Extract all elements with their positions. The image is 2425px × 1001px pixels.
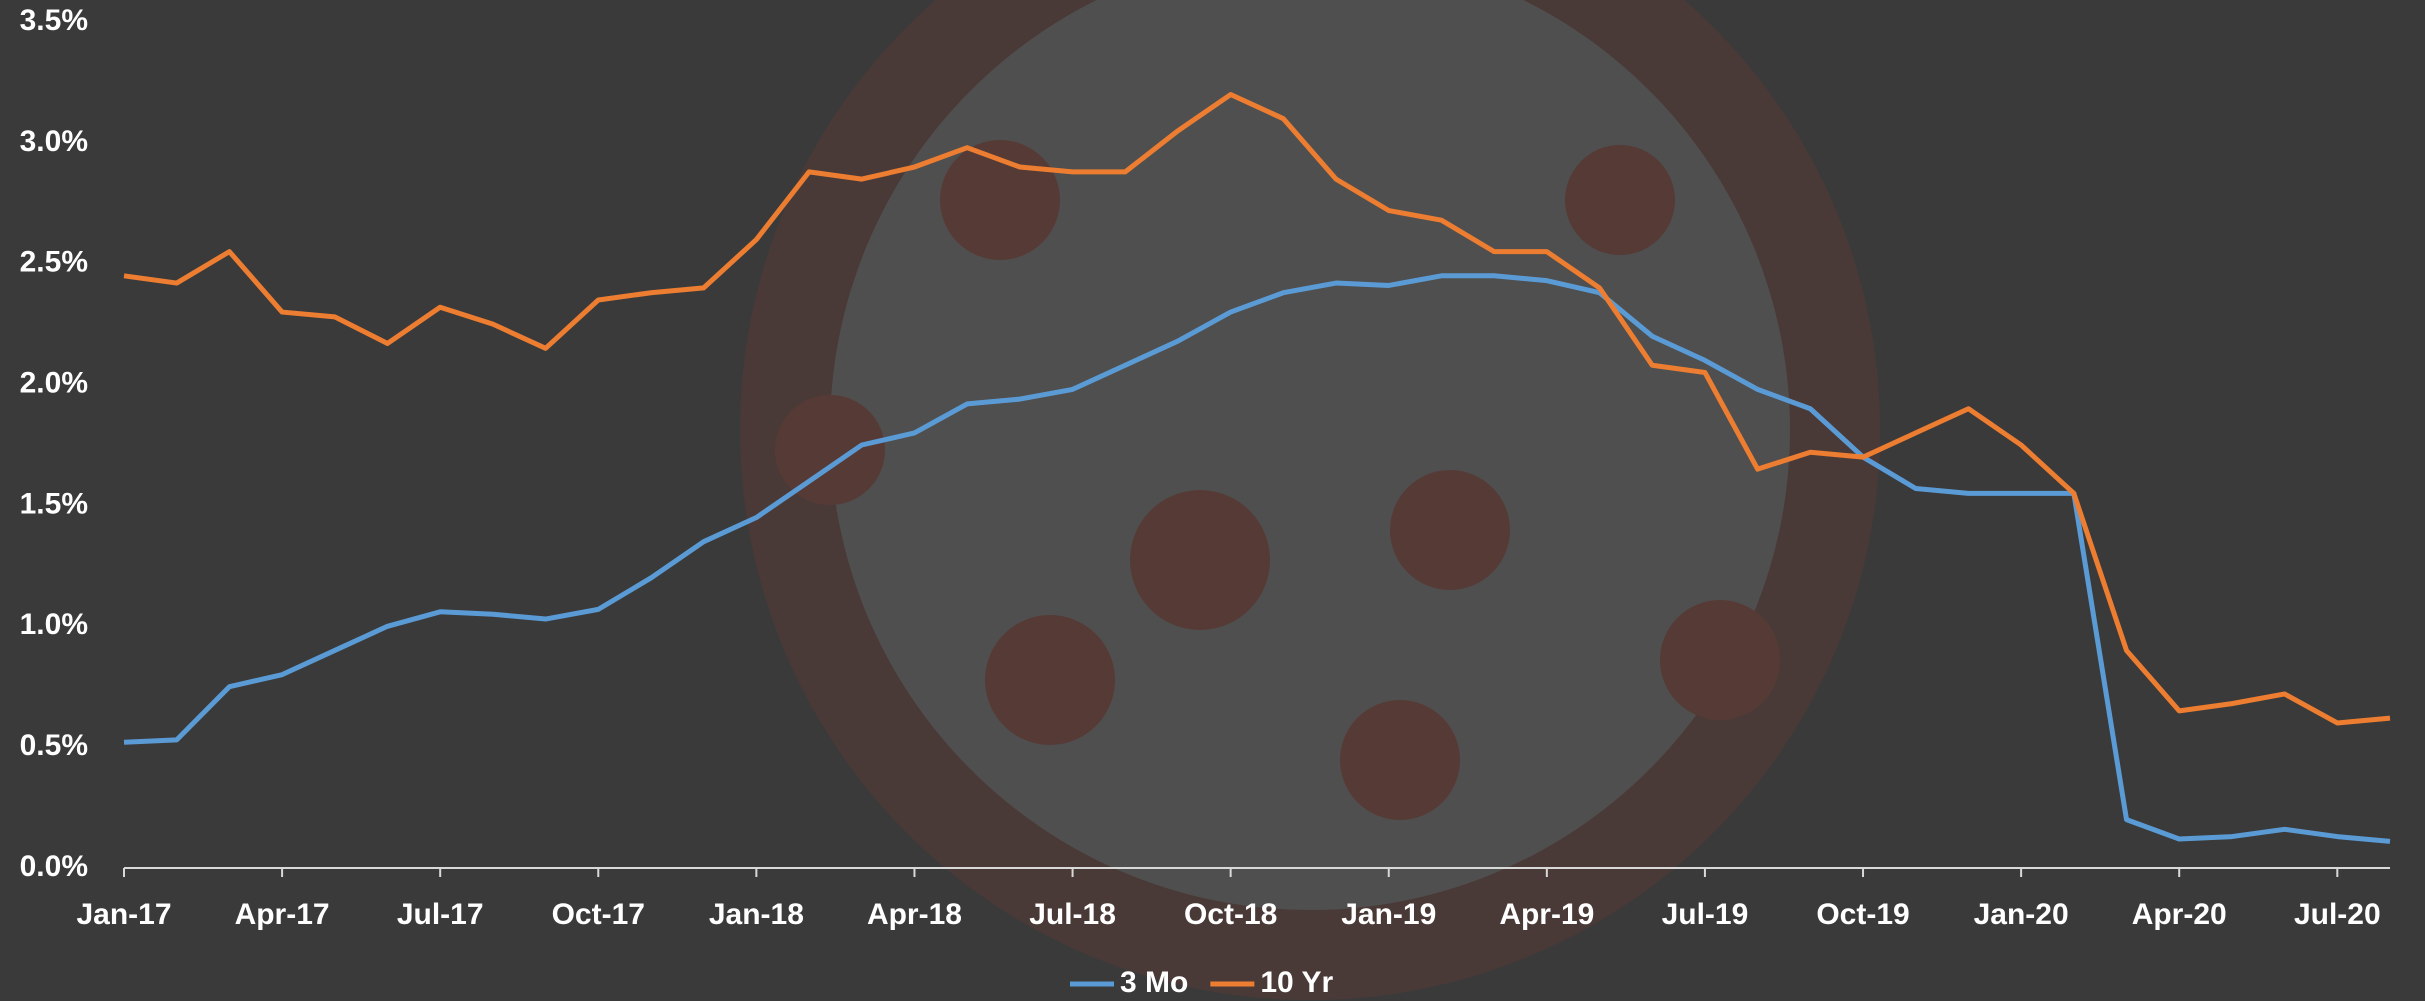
legend-label: 10 Yr: [1260, 966, 1333, 999]
x-tick-label: Jan-19: [1341, 898, 1436, 931]
x-tick-label: Oct-18: [1184, 898, 1277, 931]
chart: 0.0% 0.5% 1.0% 1.5% 2.0% 2.5% 3.0% 3.5% Jan-17 Ap…: [0, 0, 2425, 1001]
y-tick-label: 0.5%: [20, 729, 88, 762]
x-tick-label: Jul-18: [1029, 898, 1116, 931]
y-tick-label: 2.0%: [20, 366, 88, 399]
y-tick-label: 0.0%: [20, 850, 88, 883]
x-tick-label: Apr-19: [1499, 898, 1594, 931]
x-tick-label: Jul-19: [1662, 898, 1749, 931]
x-tick-label: Jan-18: [709, 898, 804, 931]
y-tick-label: 1.0%: [20, 608, 88, 641]
y-tick-label: 2.5%: [20, 246, 88, 279]
x-tick-label: Oct-17: [552, 898, 645, 931]
x-tick-label: Apr-18: [867, 898, 962, 931]
x-tick-label: Jul-17: [397, 898, 484, 931]
x-tick-label: Jul-20: [2294, 898, 2381, 931]
legend-label: 3 Mo: [1120, 966, 1188, 999]
x-tick-label: Jan-17: [76, 898, 171, 931]
x-tick-label: Jan-20: [1974, 898, 2069, 931]
y-tick-label: 3.0%: [20, 125, 88, 158]
y-tick-label: 3.5%: [20, 4, 88, 37]
page: 0.0% 0.5% 1.0% 1.5% 2.0% 2.5% 3.0% 3.5% Jan-17 Ap…: [0, 0, 2425, 1001]
y-tick-label: 1.5%: [20, 487, 88, 520]
x-tick-label: Apr-20: [2132, 898, 2227, 931]
x-tick-label: Apr-17: [235, 898, 330, 931]
x-tick-label: Oct-19: [1816, 898, 1909, 931]
